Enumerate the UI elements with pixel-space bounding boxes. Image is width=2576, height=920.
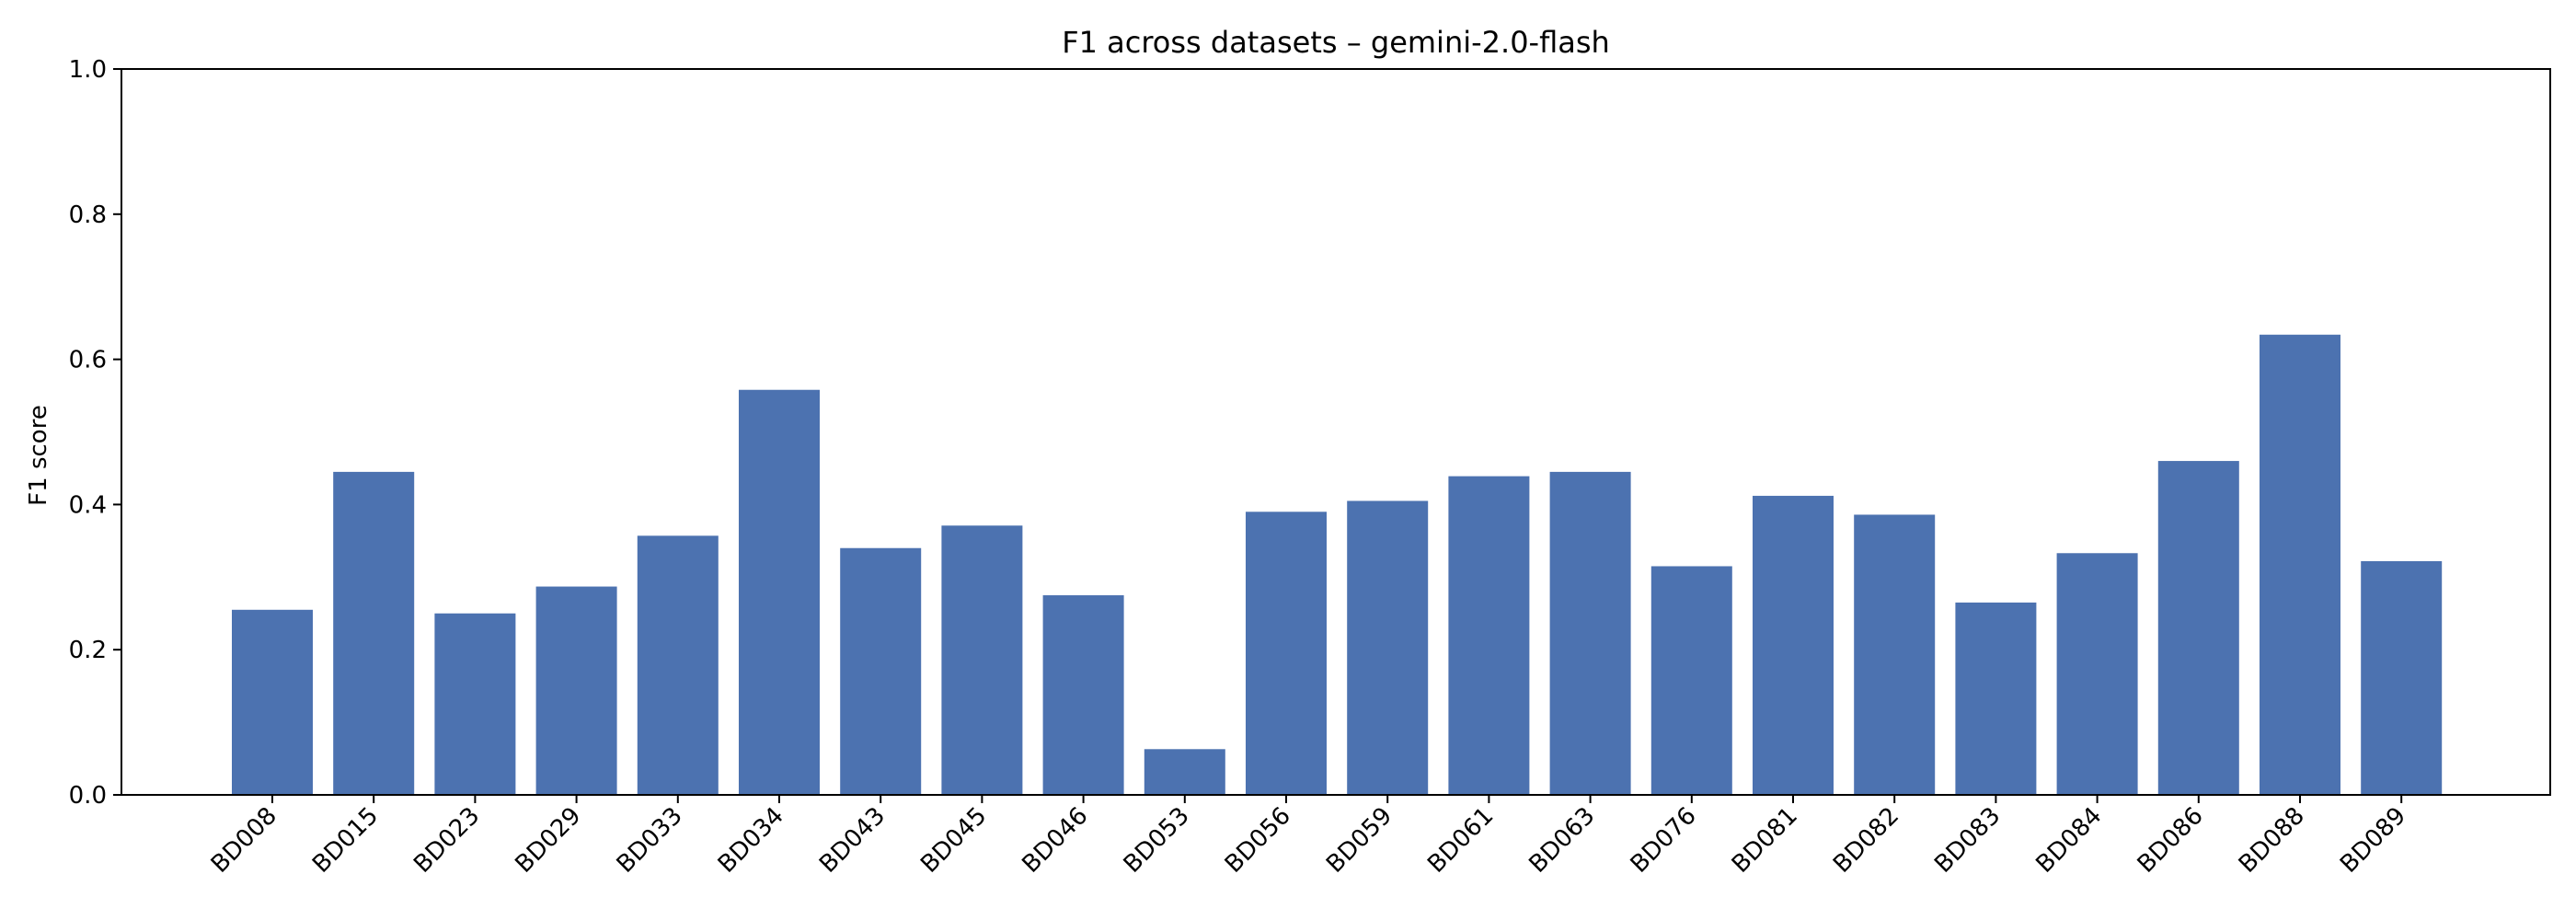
bar-bd082 xyxy=(1854,514,1936,795)
bar-bd015 xyxy=(333,471,415,795)
plot-frame xyxy=(121,68,2551,796)
bar-bd076 xyxy=(1650,566,1732,795)
x-tick-label-bd008: BD008 xyxy=(206,802,282,879)
y-tick-label: 0.4 xyxy=(69,491,107,519)
bar-bd088 xyxy=(2260,334,2340,795)
x-tick-label-bd029: BD029 xyxy=(510,802,586,879)
bar-bd056 xyxy=(1246,512,1327,795)
x-tick-label-bd033: BD033 xyxy=(612,802,688,879)
bar-bd046 xyxy=(1042,595,1124,795)
x-tick-label-bd023: BD023 xyxy=(408,802,485,879)
bar-bd061 xyxy=(1448,476,1530,795)
x-tick-label-bd089: BD089 xyxy=(2335,802,2411,879)
bar-bd081 xyxy=(1753,495,1834,795)
x-tick-label-bd043: BD043 xyxy=(814,802,891,879)
y-tick-label: 0.6 xyxy=(69,347,107,374)
x-ticks-group: BD008 BD015 BD023 BD029 BD033 BD034 BD043 BD045… xyxy=(206,795,2411,879)
x-tick-label-bd088: BD088 xyxy=(2234,802,2310,879)
bar-bd033 xyxy=(637,535,719,795)
bars-group xyxy=(232,334,2443,795)
chart-title: F1 across datasets – gemini-2.0-flash xyxy=(1062,25,1610,60)
bar-bd043 xyxy=(840,547,922,795)
x-tick-label-bd083: BD083 xyxy=(1929,802,2006,879)
y-tick-label: 0.0 xyxy=(69,782,107,810)
bar-bd008 xyxy=(232,609,313,795)
bar-bd086 xyxy=(2157,461,2239,795)
x-tick-label-bd015: BD015 xyxy=(307,802,384,879)
x-tick-label-bd081: BD081 xyxy=(1727,802,1803,879)
y-ticks-group: 0.0 0.2 0.4 0.6 0.8 1.0 xyxy=(69,56,121,810)
x-tick-label-bd084: BD084 xyxy=(2030,802,2107,879)
bar-bd034 xyxy=(739,389,820,795)
bar-bd083 xyxy=(1955,602,2037,795)
bar-bd053 xyxy=(1144,749,1225,795)
y-tick-label: 0.8 xyxy=(69,201,107,229)
y-tick-label: 1.0 xyxy=(69,56,107,84)
x-tick-label-bd059: BD059 xyxy=(1321,802,1397,879)
x-tick-label-bd063: BD063 xyxy=(1524,802,1600,879)
x-tick-label-bd034: BD034 xyxy=(713,802,789,879)
bar-bd045 xyxy=(941,525,1023,795)
x-tick-label-bd076: BD076 xyxy=(1626,802,1702,879)
bar-bd089 xyxy=(2361,560,2443,795)
y-axis-label: F1 score xyxy=(25,405,52,506)
x-tick-label-bd053: BD053 xyxy=(1119,802,1195,879)
bar-bd084 xyxy=(2056,553,2138,795)
bar-bd063 xyxy=(1549,471,1631,795)
x-tick-label-bd056: BD056 xyxy=(1220,802,1296,879)
x-tick-label-bd045: BD045 xyxy=(915,802,992,879)
y-tick-label: 0.2 xyxy=(69,637,107,664)
bar-bd059 xyxy=(1347,500,1429,795)
x-tick-label-bd061: BD061 xyxy=(1422,802,1499,879)
x-tick-label-bd046: BD046 xyxy=(1017,802,1093,879)
x-tick-label-bd086: BD086 xyxy=(2133,802,2209,879)
bar-bd023 xyxy=(434,613,516,795)
bar-bd029 xyxy=(535,586,617,795)
x-tick-label-bd082: BD082 xyxy=(1828,802,1904,879)
